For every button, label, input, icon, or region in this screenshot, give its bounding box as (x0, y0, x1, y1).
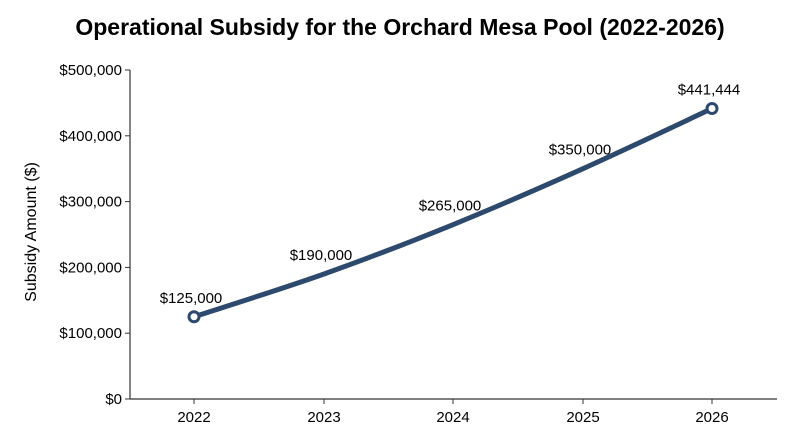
series-line (191, 106, 715, 320)
x-tick-label: 2026 (695, 409, 728, 426)
data-label: $441,444 (678, 82, 741, 99)
data-label: $190,000 (290, 247, 353, 264)
y-tick-label: $300,000 (59, 194, 122, 211)
x-tick-label: 2024 (436, 409, 469, 426)
y-tick-label: $400,000 (59, 128, 122, 145)
data-label: $350,000 (549, 142, 612, 159)
y-tick-label: $100,000 (59, 325, 122, 342)
x-tick-label: 2023 (307, 409, 340, 426)
x-tick-label: 2022 (177, 409, 210, 426)
data-point-marker (705, 102, 719, 116)
data-label: $265,000 (419, 198, 482, 215)
y-tick-label: $200,000 (59, 259, 122, 276)
data-label: $125,000 (160, 290, 223, 307)
x-tick-label: 2025 (566, 409, 599, 426)
chart-title: Operational Subsidy for the Orchard Mesa… (75, 14, 725, 40)
y-tick-label: $500,000 (59, 62, 122, 79)
y-tick-label: $0 (105, 391, 122, 408)
data-point-marker (187, 310, 201, 324)
